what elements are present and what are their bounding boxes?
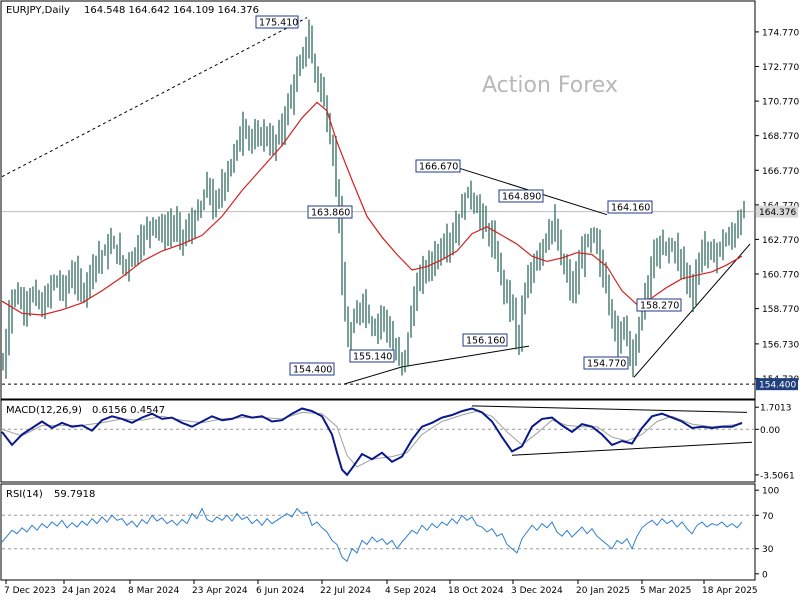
date-tick-label: 20 Jan 2025 [576, 586, 630, 596]
date-tick-label: 3 Dec 2024 [511, 586, 563, 596]
trendline [343, 366, 403, 385]
price-axis: 174.770172.770170.770168.770166.770164.7… [755, 28, 799, 391]
macd-panel [0, 399, 756, 483]
price-annotation-box [255, 15, 299, 29]
level-price-label: 154.400 [759, 381, 796, 391]
rsi-value: 59.7918 [54, 489, 95, 500]
price-annotation-box [607, 200, 653, 214]
price-tick-label: 158.770 [762, 305, 799, 315]
trendline [441, 162, 608, 216]
date-tick-label: 22 Jul 2024 [320, 586, 371, 596]
price-annotation-label: 164.160 [611, 203, 650, 214]
date-tick-label: 18 Oct 2024 [448, 586, 504, 596]
trendline [401, 345, 530, 368]
current-price-box [756, 205, 798, 218]
level-price-box [756, 378, 798, 391]
date-axis: 7 Dec 2023 24 Jan 2024 8 Mar 2024 23 Apr 20… [4, 580, 758, 596]
price-annotation-label: 155.140 [353, 352, 392, 363]
price-annotation-box [462, 333, 508, 347]
macd-tick-label: -3.5061 [760, 471, 795, 481]
date-tick-label: 5 Mar 2025 [640, 586, 691, 596]
macd-title: MACD(12,26,9) [6, 405, 82, 416]
price-annotation-label: 158.270 [640, 301, 679, 312]
rsi-line [1, 507, 743, 563]
price-annotation-label: 156.160 [466, 336, 505, 347]
date-tick-label: 4 Sep 2024 [385, 586, 437, 596]
price-annotation-box [349, 349, 395, 363]
price-annotation-box [289, 362, 335, 376]
symbol-label: EURJPY,Daily [6, 5, 70, 16]
date-tick-label: 8 Mar 2024 [128, 586, 180, 596]
price-annotation-label: 164.890 [502, 192, 541, 203]
date-tick-label: 7 Dec 2023 [4, 586, 56, 596]
price-annotation-label: 163.860 [311, 208, 350, 219]
rsi-tick-label: 100 [762, 487, 779, 497]
moving-average [1, 101, 743, 316]
rsi-tick-label: 70 [762, 512, 774, 522]
macd-line [1, 407, 743, 477]
ohlc-values: 164.548 164.642 164.109 164.376 [84, 5, 259, 16]
price-tick-label: 156.730 [762, 340, 799, 350]
price-annotation-box [636, 298, 682, 312]
current-price-label: 164.376 [759, 208, 796, 218]
date-tick-label: 18 Apr 2025 [702, 586, 758, 596]
price-annotation-box [307, 205, 353, 219]
macd-tick-label: 1.7013 [760, 404, 792, 414]
price-annotations: 175.410 163.860 166.670 164.890 164.160 155.1… [255, 15, 682, 376]
candlesticks [2, 19, 745, 379]
trendline [633, 243, 751, 378]
rsi-axis: 100 70 30 0 [755, 487, 779, 580]
price-annotation-box [583, 356, 629, 370]
date-tick-label: 24 Jan 2024 [62, 586, 116, 596]
price-tick-label: 160.770 [762, 271, 799, 281]
rsi-tick-label: 30 [762, 545, 774, 555]
price-annotation-label: 154.770 [587, 359, 626, 370]
macd-trendline [511, 441, 753, 456]
price-annotation-label: 154.400 [293, 365, 332, 376]
watermark: Action Forex [482, 73, 618, 98]
macd-signal-line [1, 410, 743, 468]
rsi-tick-label: 0 [762, 570, 768, 580]
price-tick-label: 174.770 [762, 28, 799, 38]
price-annotation-label: 175.410 [259, 18, 298, 29]
rsi-title: RSI(14) [6, 489, 43, 500]
price-tick-label: 166.770 [762, 167, 799, 177]
price-annotation-box [415, 159, 461, 173]
price-annotation-label: 166.670 [419, 162, 458, 173]
macd-values: 0.6156 0.4547 [92, 405, 165, 416]
rsi-line [1, 507, 755, 563]
rsi-panel [0, 483, 756, 581]
macd-trendline [471, 405, 748, 413]
moving-average-line [1, 101, 743, 316]
macd-lines [1, 405, 755, 477]
price-tick-label: 170.770 [762, 98, 799, 108]
price-tick-label: 168.770 [762, 132, 799, 142]
price-tick-label: 162.770 [762, 236, 799, 246]
price-annotation-box [498, 189, 544, 203]
macd-tick-label: 0.00 [760, 426, 780, 436]
date-tick-label: 23 Apr 2024 [192, 586, 248, 596]
macd-axis: 1.7013 0.00 -3.5061 [755, 404, 795, 481]
date-tick-label: 6 Jun 2024 [256, 586, 305, 596]
main-trendlines [1, 17, 751, 385]
price-tick-label: 172.770 [762, 63, 799, 73]
